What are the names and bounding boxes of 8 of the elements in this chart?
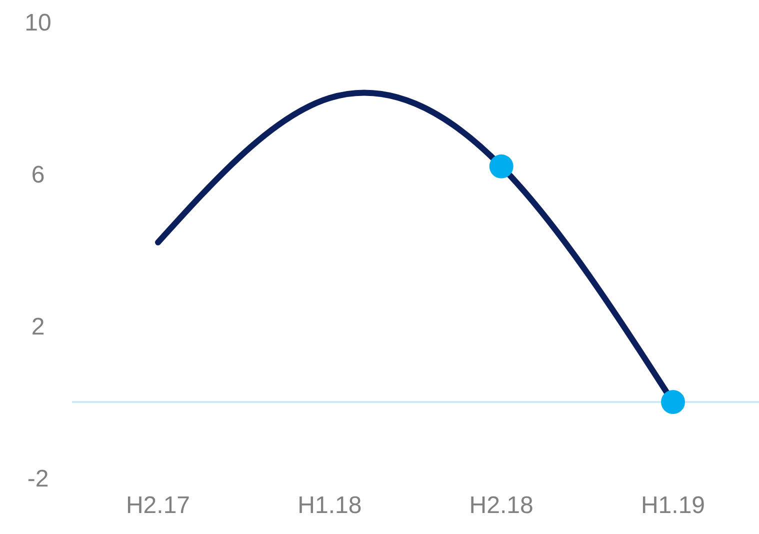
y-tick-label: 6 [31,162,45,189]
y-tick-label: 2 [31,314,45,341]
x-tick-label: H2.17 [126,492,190,520]
x-tick-label: H2.18 [469,492,534,520]
y-tick-label: -2 [27,466,49,493]
x-tick-label: H1.19 [640,492,706,520]
x-tick-label: H1.18 [298,492,362,520]
y-tick-label: 10 [24,10,52,37]
